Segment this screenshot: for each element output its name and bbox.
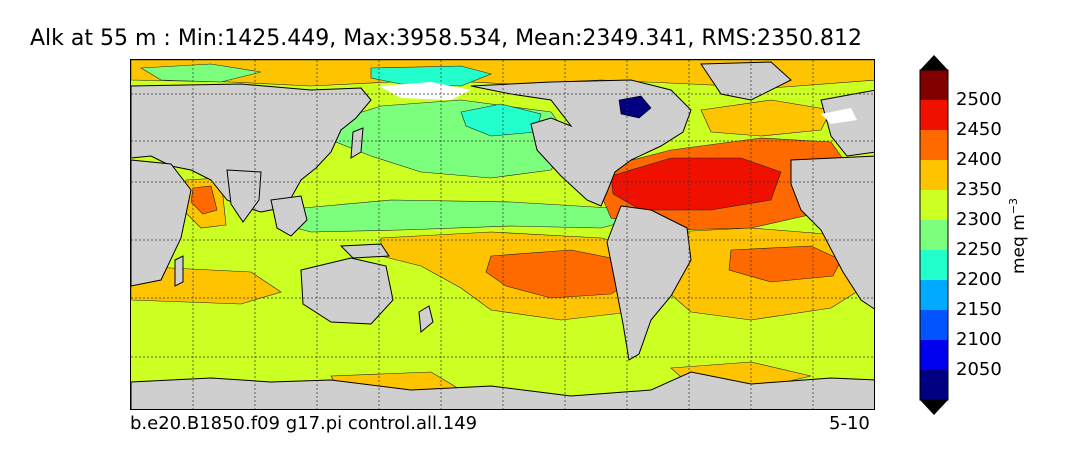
map-panel xyxy=(130,59,875,410)
colorbar-segment xyxy=(920,280,948,311)
colorbar-under-arrow xyxy=(920,400,948,415)
land-australia xyxy=(300,257,394,325)
south-pacific-red-region xyxy=(485,249,637,299)
colorbar-unit-exponent: −3 xyxy=(1007,198,1021,215)
colorbar-over-arrow xyxy=(920,55,948,70)
colorbar-tick-label: 2300 xyxy=(956,209,1002,230)
colorbar-label: meq m−3 xyxy=(1007,198,1029,274)
land-africa-east xyxy=(131,159,192,287)
land-india xyxy=(226,169,262,223)
time-range-caption: 5-10 xyxy=(829,413,870,434)
colorbar-segment xyxy=(920,100,948,131)
colorbar-segment xyxy=(920,190,948,221)
sea-ice-region xyxy=(379,82,471,100)
land-masses xyxy=(131,61,874,409)
land-madagascar xyxy=(174,255,184,287)
colorbar-segment xyxy=(920,160,948,191)
run-name-caption: b.e20.B1850.f09 g17.pi control.all.149 xyxy=(130,413,478,434)
colorbar-segment xyxy=(920,70,948,101)
arctic-green-region xyxy=(140,63,262,83)
colorbar-segment xyxy=(920,310,948,341)
colorbar-tick-label: 2500 xyxy=(956,89,1002,110)
arctic-low-region xyxy=(370,65,492,87)
colorbar-outline xyxy=(919,69,949,401)
colorbar-tick-label: 2400 xyxy=(956,149,1002,170)
equatorial-pacific-green-band xyxy=(280,199,632,233)
alkalinity-map xyxy=(131,60,874,409)
land-japan xyxy=(350,127,364,159)
land-south-america xyxy=(606,205,692,361)
colorbar-graphic xyxy=(919,55,949,415)
land-southeast-asia xyxy=(270,195,308,237)
land-greenland xyxy=(700,61,792,101)
colorbar-tick-label: 2250 xyxy=(956,239,1002,260)
arabian-sea-red-region xyxy=(190,185,218,215)
land-new-guinea xyxy=(339,243,390,259)
page-title: Alk at 55 m : Min:1425.449, Max:3958.534… xyxy=(30,26,863,51)
subpolar-atlantic-orange-region xyxy=(700,99,832,137)
colorbar-tick-label: 2100 xyxy=(956,329,1002,350)
colorbar-unit: meq m xyxy=(1008,214,1029,274)
north-atlantic-red-region xyxy=(610,157,782,211)
land-europe xyxy=(820,89,874,157)
colorbar-tick-label: 2450 xyxy=(956,119,1002,140)
colorbar-segment xyxy=(920,220,948,251)
colorbar-segment xyxy=(920,370,948,401)
colorbar-tick-label: 2050 xyxy=(956,359,1002,380)
land-new-zealand xyxy=(418,305,434,333)
colorbar-tick-label: 2150 xyxy=(956,299,1002,320)
colorbar-segment xyxy=(920,340,948,371)
colorbar-segment xyxy=(920,130,948,161)
colorbar-tick-label: 2350 xyxy=(956,179,1002,200)
sea-ice-region-2 xyxy=(821,108,857,124)
map-gridlines xyxy=(131,60,874,409)
colorbar-tick-label: 2200 xyxy=(956,269,1002,290)
colorbar-segment xyxy=(920,250,948,281)
colorbar xyxy=(918,54,950,416)
land-africa-west xyxy=(790,155,874,310)
